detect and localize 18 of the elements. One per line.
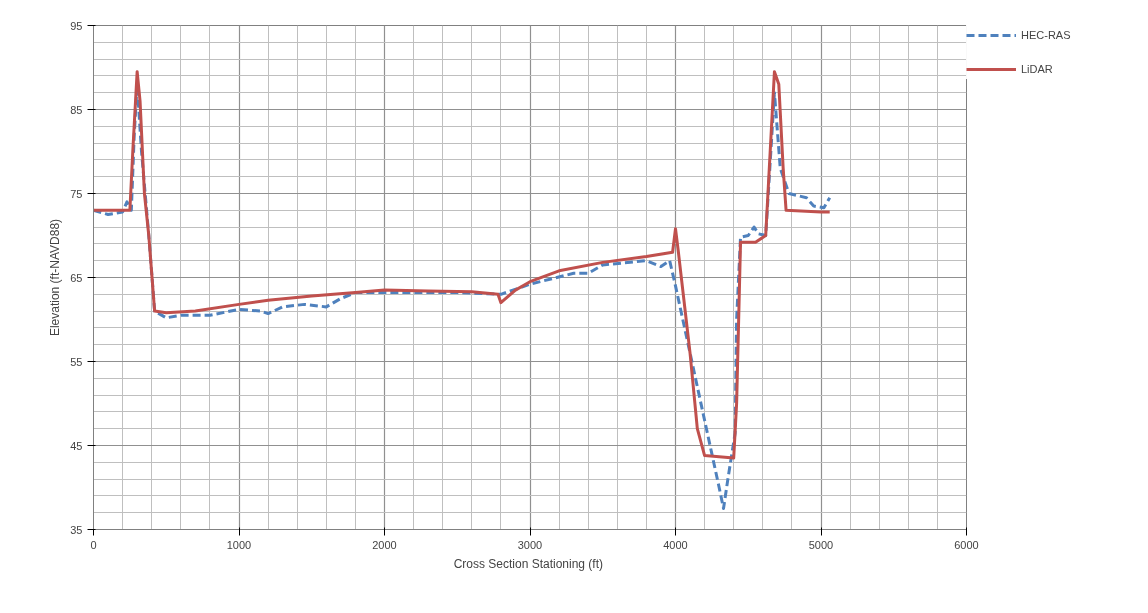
y-tick-label: 95 [70, 19, 83, 32]
y-tick-label: 65 [70, 271, 83, 284]
x-tick-label: 5000 [808, 538, 834, 551]
legend-label: HEC-RAS [1021, 29, 1071, 41]
x-tick-label: 3000 [517, 538, 543, 551]
legend-label: LiDAR [1021, 63, 1053, 75]
y-tick-label: 35 [70, 523, 83, 536]
x-tick-label: 4000 [663, 538, 688, 551]
y-tick-label: 85 [70, 103, 83, 116]
y-axis-title: Elevation (ft-NAVD88) [48, 218, 63, 337]
x-tick-label: 0 [90, 538, 97, 551]
x-tick-label: 1000 [226, 538, 252, 551]
y-tick-label: 75 [70, 187, 83, 200]
x-tick-label: 2000 [372, 538, 397, 551]
y-tick-label: 55 [70, 355, 83, 368]
x-axis-title: Cross Section Stationing (ft) [453, 556, 604, 571]
x-tick-label: 6000 [954, 538, 979, 551]
y-tick-label: 45 [70, 439, 83, 452]
